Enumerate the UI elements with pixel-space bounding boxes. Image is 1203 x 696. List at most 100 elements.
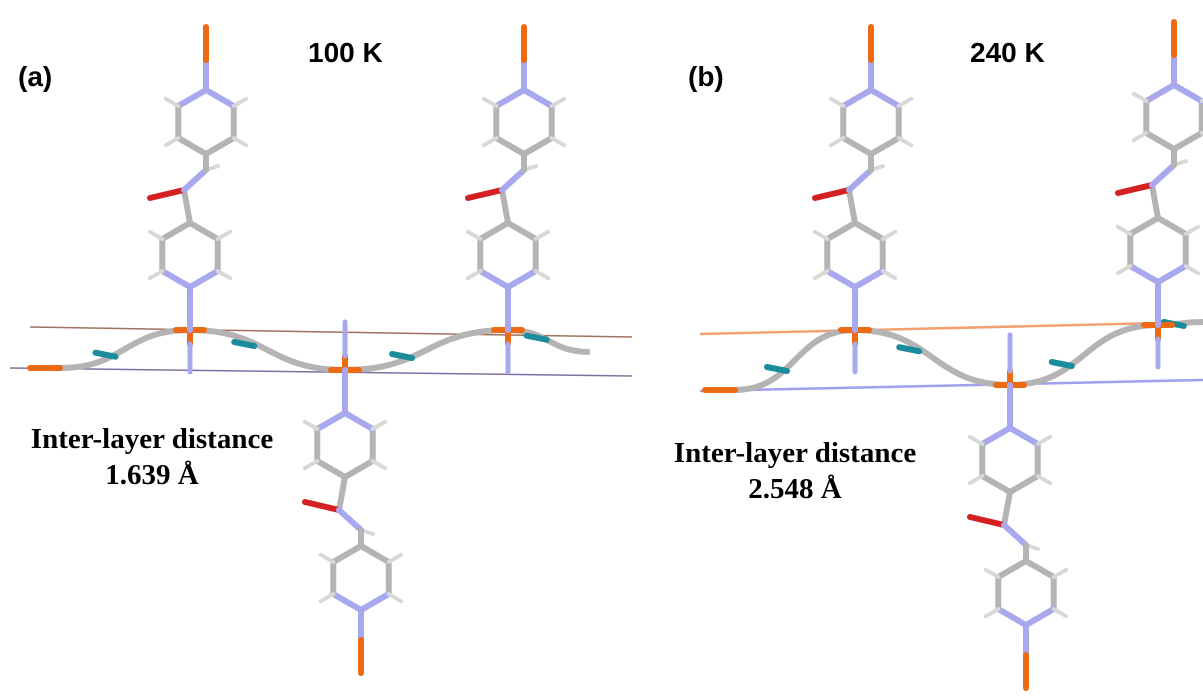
bond xyxy=(533,269,551,281)
caption-value: 2.548 Å xyxy=(748,473,842,505)
bond xyxy=(521,135,555,157)
bond xyxy=(812,187,852,201)
bond xyxy=(840,135,874,157)
bond xyxy=(828,96,846,108)
bond xyxy=(1048,359,1075,369)
bond xyxy=(370,459,388,471)
bond xyxy=(967,434,985,446)
bond xyxy=(1035,434,1053,446)
bond xyxy=(880,229,898,241)
bond xyxy=(896,344,923,355)
bond xyxy=(1115,182,1155,196)
bond xyxy=(330,591,364,613)
bond xyxy=(181,187,193,226)
bond xyxy=(846,187,858,226)
bond xyxy=(983,607,1001,619)
bond xyxy=(314,410,348,432)
bond xyxy=(868,135,902,157)
plane-line xyxy=(699,378,1203,393)
bond xyxy=(465,269,483,281)
bond xyxy=(336,507,364,533)
caption: Inter-layer distance xyxy=(31,423,274,455)
bond xyxy=(1143,82,1177,104)
plane-line xyxy=(699,320,1203,336)
bond xyxy=(967,474,985,486)
bond xyxy=(302,499,342,513)
bond xyxy=(318,552,336,564)
bond xyxy=(336,474,348,513)
bond xyxy=(330,543,364,565)
bond xyxy=(840,87,874,109)
caption: Inter-layer distance xyxy=(674,437,917,469)
bond xyxy=(896,136,914,148)
bond xyxy=(203,87,237,109)
bond xyxy=(1183,224,1201,236)
bond xyxy=(358,543,392,565)
bond xyxy=(163,136,181,148)
bond xyxy=(215,229,233,241)
bond xyxy=(533,229,551,241)
bond xyxy=(1001,522,1029,548)
panel-label: (b) xyxy=(688,61,724,92)
bond xyxy=(880,269,898,281)
bond xyxy=(302,419,320,431)
bond xyxy=(521,87,555,109)
bond xyxy=(896,96,914,108)
bond xyxy=(302,459,320,471)
bond xyxy=(523,332,550,343)
bond xyxy=(1115,224,1133,236)
bond xyxy=(852,268,886,290)
bond xyxy=(342,458,376,480)
bond xyxy=(995,558,1029,580)
chain xyxy=(734,327,856,393)
bond xyxy=(481,136,499,148)
bond xyxy=(1035,474,1053,486)
bond xyxy=(505,220,539,242)
bond xyxy=(812,269,830,281)
bond xyxy=(477,268,511,290)
bond xyxy=(187,220,221,242)
bond xyxy=(181,167,209,193)
bond xyxy=(499,187,511,226)
bond xyxy=(1171,82,1203,104)
bond xyxy=(493,87,527,109)
bond xyxy=(1023,606,1057,628)
bond xyxy=(1007,473,1041,495)
bond xyxy=(389,351,416,361)
bond xyxy=(967,514,1007,528)
bond xyxy=(92,349,119,360)
temperature: 240 K xyxy=(970,37,1045,68)
bond xyxy=(979,425,1013,447)
bond xyxy=(1171,130,1203,152)
bond xyxy=(231,96,249,108)
bond xyxy=(1149,182,1161,221)
bond xyxy=(1155,215,1189,237)
bond xyxy=(147,269,165,281)
bond xyxy=(812,229,830,241)
bond xyxy=(342,410,376,432)
bond xyxy=(505,268,539,290)
bond xyxy=(1115,264,1133,276)
bond xyxy=(1001,489,1013,528)
bond xyxy=(764,364,790,374)
bond xyxy=(215,269,233,281)
bond xyxy=(481,96,499,108)
chain xyxy=(189,327,346,373)
bond xyxy=(175,135,209,157)
bond xyxy=(477,220,511,242)
bond xyxy=(187,268,221,290)
bond xyxy=(846,167,874,193)
bond xyxy=(370,419,388,431)
bond xyxy=(358,591,392,613)
bond xyxy=(1131,91,1149,103)
bond xyxy=(1155,263,1189,285)
bond xyxy=(1149,162,1177,188)
bond xyxy=(163,96,181,108)
bond xyxy=(1127,215,1161,237)
bond xyxy=(1007,425,1041,447)
bond xyxy=(175,87,209,109)
bond xyxy=(1051,567,1069,579)
bond xyxy=(983,567,1001,579)
